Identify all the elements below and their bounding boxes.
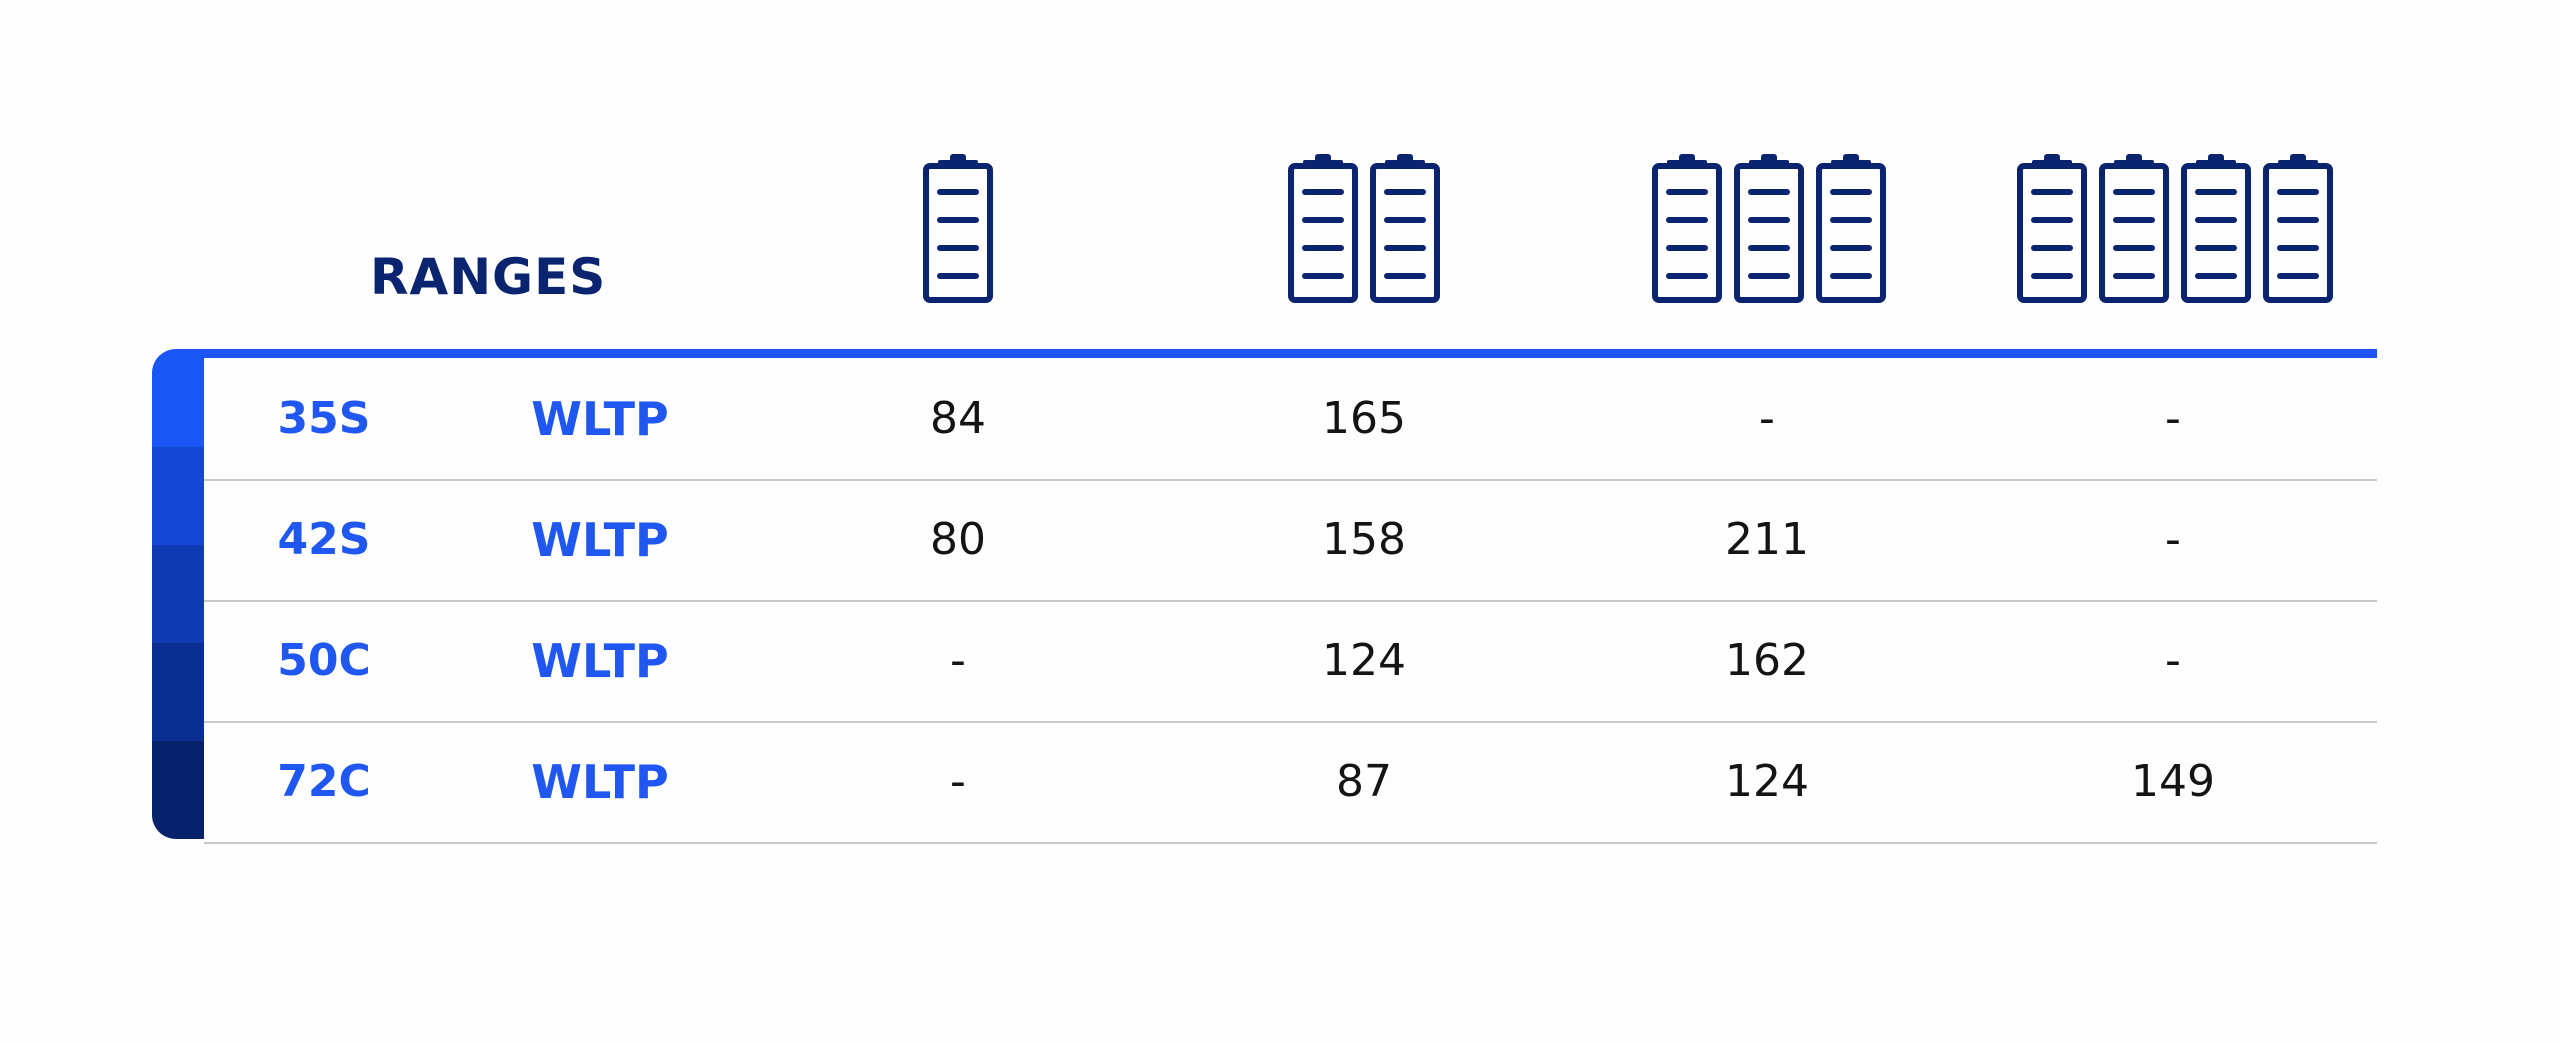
battery-icon [1815,152,1887,304]
table-row: 72C WLTP - 87 124 149 [204,721,2377,844]
battery-column-3 [1651,152,1887,304]
range-value: 165 [1322,358,1406,479]
range-value: 149 [2131,721,2215,842]
range-value: - [950,721,966,842]
range-value: 124 [1725,721,1809,842]
range-value: - [2165,358,2181,479]
side-accent-bar [152,349,204,839]
model-label: 42S [278,479,371,600]
model-label: 35S [278,358,371,479]
battery-icon [1651,152,1723,304]
model-label: 50C [277,600,371,721]
standard-label: WLTP [531,479,669,600]
range-value: - [2165,600,2181,721]
battery-column-4 [2016,152,2334,304]
battery-icon [2016,152,2088,304]
model-label: 72C [277,721,371,842]
standard-label: WLTP [531,600,669,721]
battery-icon [2098,152,2170,304]
range-value: - [1759,358,1775,479]
battery-icon [2262,152,2334,304]
range-value: 124 [1322,600,1406,721]
battery-icon [2180,152,2252,304]
range-value: 211 [1725,479,1809,600]
battery-icon [922,152,994,304]
header-divider [202,349,2377,358]
battery-column-2 [1287,152,1441,304]
table-row: 42S WLTP 80 158 211 - [204,479,2377,602]
table-row: 50C WLTP - 124 162 - [204,600,2377,723]
range-value: - [950,600,966,721]
standard-label: WLTP [531,358,669,479]
range-value: 80 [930,479,986,600]
standard-label: WLTP [531,721,669,842]
battery-icon [1369,152,1441,304]
table-row: 35S WLTP 84 165 - - [204,358,2377,481]
range-value: 84 [930,358,986,479]
battery-icon [1733,152,1805,304]
battery-column-1 [922,152,994,304]
range-value: 162 [1725,600,1809,721]
range-value: 87 [1336,721,1392,842]
range-value: - [2165,479,2181,600]
battery-icon [1287,152,1359,304]
table-title: RANGES [370,248,606,306]
range-value: 158 [1322,479,1406,600]
